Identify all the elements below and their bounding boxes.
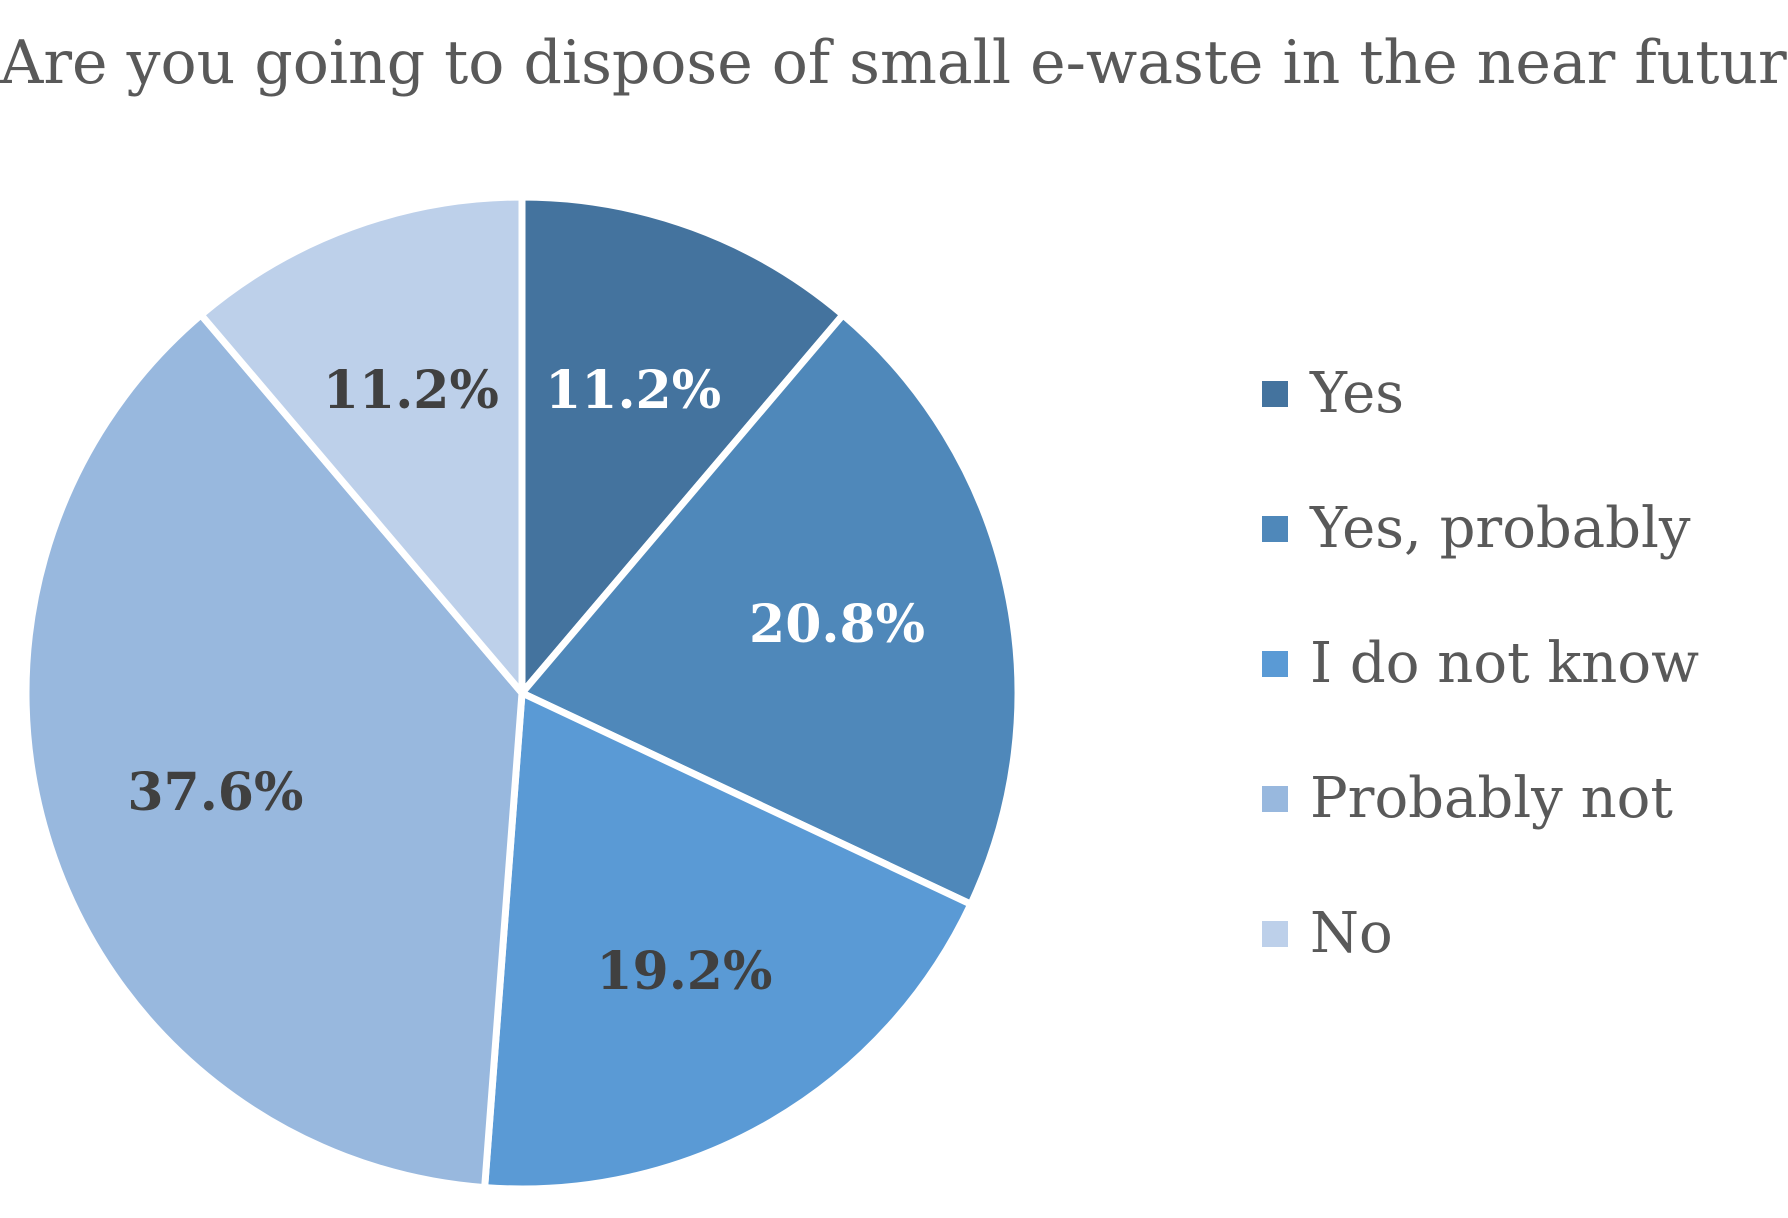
pie-slice-no xyxy=(197,193,526,697)
data-label: 11.2% xyxy=(545,360,721,421)
data-label: 19.2% xyxy=(596,941,772,1002)
legend-label: Probably not xyxy=(1310,766,1673,831)
legend-swatch xyxy=(1262,785,1288,812)
legend-label: Yes, probably xyxy=(1310,496,1691,561)
legend-swatch xyxy=(1262,515,1288,542)
legend-label: No xyxy=(1310,901,1393,966)
legend-swatch xyxy=(1262,650,1288,677)
legend-item: I do not know xyxy=(1262,596,1699,731)
legend-label: I do not know xyxy=(1310,631,1700,696)
legend-item: Yes, probably xyxy=(1262,461,1699,596)
data-label: 37.6% xyxy=(127,762,303,823)
legend-item: Probably not xyxy=(1262,731,1699,866)
legend-item: Yes xyxy=(1262,326,1699,461)
pie-slice-yes xyxy=(518,193,847,697)
pie-slice-yes-probably xyxy=(518,311,1022,908)
pie-slice-i-do-not-know xyxy=(481,689,975,1193)
legend-swatch xyxy=(1262,380,1288,407)
legend-item: No xyxy=(1262,866,1699,1001)
legend-label: Yes xyxy=(1310,361,1404,426)
legend-swatch xyxy=(1262,920,1288,947)
data-label: 11.2% xyxy=(323,360,499,421)
chart-title: Are you going to dispose of small e-wast… xyxy=(0,28,1788,98)
pie-slice-probably-not xyxy=(22,311,526,1192)
legend: Yes Yes, probably I do not know Probably no… xyxy=(1262,326,1699,1001)
data-label: 20.8% xyxy=(749,594,925,655)
